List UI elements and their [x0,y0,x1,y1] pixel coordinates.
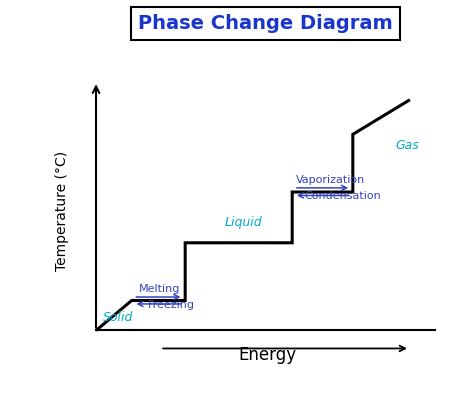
Text: Condensation: Condensation [305,191,382,201]
Text: Liquid: Liquid [224,216,262,228]
Text: Melting: Melting [139,284,180,293]
Text: Gas: Gas [396,139,419,152]
Text: Energy: Energy [238,346,296,364]
Text: Vaporization: Vaporization [296,175,365,185]
Text: Temperature (°C): Temperature (°C) [55,151,69,271]
Text: Phase Change Diagram: Phase Change Diagram [138,14,393,33]
Text: Freezing: Freezing [148,300,195,310]
Text: Solid: Solid [102,311,133,324]
